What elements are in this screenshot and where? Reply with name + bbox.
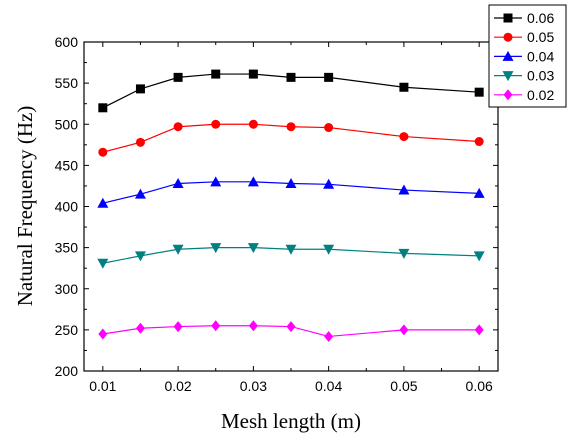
legend-label: 0.04	[527, 48, 554, 64]
data-point	[135, 84, 145, 94]
x-tick-label: 0.02	[164, 378, 191, 394]
legend-label: 0.06	[527, 10, 554, 26]
legend-item: 0.04	[494, 48, 554, 64]
data-point	[173, 72, 183, 82]
data-point	[248, 320, 258, 332]
data-point	[98, 328, 108, 340]
data-point	[398, 248, 410, 259]
y-tick-label: 450	[55, 157, 79, 173]
x-tick-label: 0.01	[89, 378, 116, 394]
data-point	[473, 251, 485, 262]
y-tick-label: 600	[55, 34, 79, 50]
data-point	[135, 322, 145, 334]
y-tick-label: 400	[55, 199, 79, 215]
legend: 0.06 0.05 0.04 0.03 0.02	[488, 4, 567, 108]
data-point	[286, 321, 296, 333]
data-point	[97, 258, 109, 269]
data-point	[474, 324, 484, 336]
legend-label: 0.02	[527, 87, 554, 103]
legend-label: 0.03	[527, 68, 554, 84]
series-0.04	[97, 176, 485, 208]
y-tick-label: 200	[55, 363, 79, 379]
x-tick-label: 0.06	[466, 378, 493, 394]
legend-label: 0.05	[527, 29, 554, 45]
data-point	[135, 137, 145, 147]
legend-marker	[502, 50, 514, 61]
legend-marker	[503, 32, 513, 42]
data-point	[323, 244, 335, 255]
data-point	[98, 103, 108, 113]
data-point	[247, 176, 259, 187]
y-axis-title: Natural Frequency (Hz)	[13, 106, 37, 307]
data-point	[398, 184, 410, 195]
series-0.06	[98, 69, 484, 113]
data-point	[399, 324, 409, 336]
data-point	[324, 72, 334, 82]
data-point	[210, 176, 222, 187]
data-point	[247, 243, 259, 254]
data-point	[134, 188, 146, 199]
data-point	[172, 177, 184, 188]
x-axis: 0.01 0.02 0.03 0.04 0.05 0.06	[89, 42, 493, 394]
data-point	[211, 119, 221, 129]
series-0.02	[98, 320, 484, 342]
x-tick-label: 0.04	[315, 378, 342, 394]
data-point	[399, 132, 409, 142]
data-point	[172, 244, 184, 255]
legend-item: 0.02	[494, 87, 554, 103]
y-tick-label: 250	[55, 322, 79, 338]
data-point	[211, 69, 221, 79]
series-0.03	[97, 243, 485, 269]
data-point	[248, 119, 258, 129]
legend-item: 0.06	[494, 10, 554, 26]
data-point	[97, 197, 109, 208]
data-point	[324, 123, 334, 133]
data-point	[98, 147, 108, 157]
legend-marker	[503, 13, 513, 23]
legend-marker	[502, 71, 514, 82]
series-0.05	[98, 119, 484, 157]
data-point	[134, 251, 146, 262]
y-axis: 200 250 300 350 400 450 500 550 600	[55, 34, 498, 379]
x-axis-title: Mesh length (m)	[221, 409, 361, 433]
legend-marker	[503, 89, 513, 101]
data-point	[211, 320, 221, 332]
y-tick-label: 300	[55, 281, 79, 297]
data-point	[210, 243, 222, 254]
data-point	[173, 122, 183, 132]
data-point	[399, 82, 409, 92]
legend-item: 0.05	[494, 29, 554, 45]
data-point	[285, 177, 297, 188]
y-tick-label: 350	[55, 240, 79, 256]
data-point	[323, 178, 335, 189]
data-point	[286, 72, 296, 82]
legend-item: 0.03	[494, 68, 554, 84]
data-point	[285, 244, 297, 255]
series-layer	[97, 69, 485, 342]
y-tick-label: 550	[55, 75, 79, 91]
x-tick-label: 0.03	[240, 378, 267, 394]
data-point	[248, 69, 258, 79]
y-tick-label: 500	[55, 116, 79, 132]
x-tick-label: 0.05	[390, 378, 417, 394]
data-point	[324, 330, 334, 342]
data-point	[473, 187, 485, 198]
data-point	[474, 87, 484, 97]
data-point	[286, 122, 296, 132]
data-point	[173, 321, 183, 333]
data-point	[474, 137, 484, 147]
